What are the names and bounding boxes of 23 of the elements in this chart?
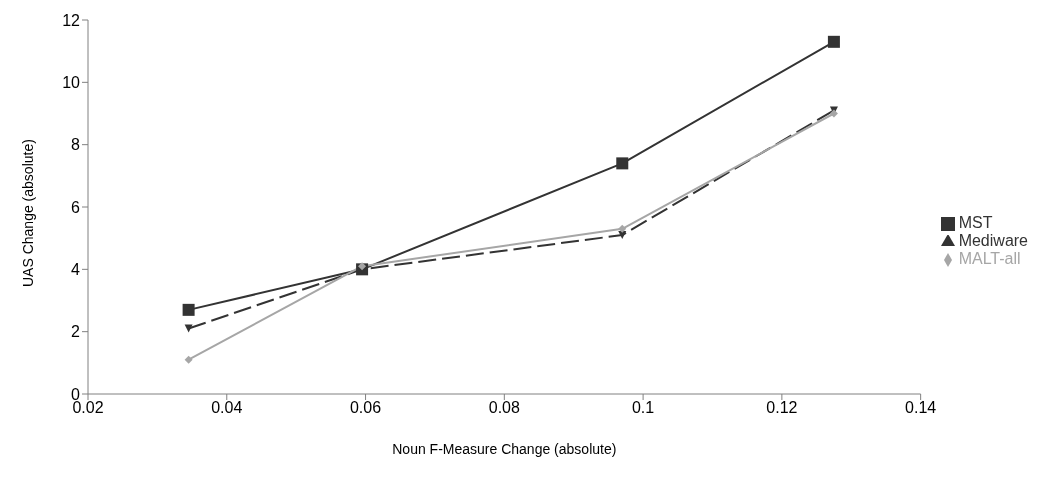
point xyxy=(616,157,629,170)
x-tick-label: 0.12 xyxy=(766,399,798,417)
y-tick-label: 12 xyxy=(62,11,81,29)
y-tick-label: 4 xyxy=(71,261,81,279)
legend-label: Mediware xyxy=(958,232,1028,249)
x-tick-label: 0.14 xyxy=(905,399,937,417)
y-tick-label: 2 xyxy=(71,323,81,341)
x-tick-label: 0.04 xyxy=(211,399,243,417)
point xyxy=(182,303,195,316)
legend-label: MALT-all xyxy=(958,250,1021,267)
point xyxy=(618,224,627,233)
x-axis-title: Noun F-Measure Change (absolute) xyxy=(392,441,617,457)
y-tick-label: 8 xyxy=(71,136,81,154)
legend-label: MST xyxy=(958,214,993,231)
y-axis-title: UAS Change (absolute) xyxy=(19,139,36,287)
x-tick-label: 0.1 xyxy=(631,399,655,417)
point xyxy=(827,35,840,48)
x-tick-label: 0.02 xyxy=(72,399,104,417)
y-tick-label: 6 xyxy=(71,198,81,216)
y-tick-label: 10 xyxy=(62,74,81,92)
x-tick-label: 0.08 xyxy=(488,399,520,417)
x-tick-label: 0.06 xyxy=(349,399,382,417)
point xyxy=(184,355,193,364)
